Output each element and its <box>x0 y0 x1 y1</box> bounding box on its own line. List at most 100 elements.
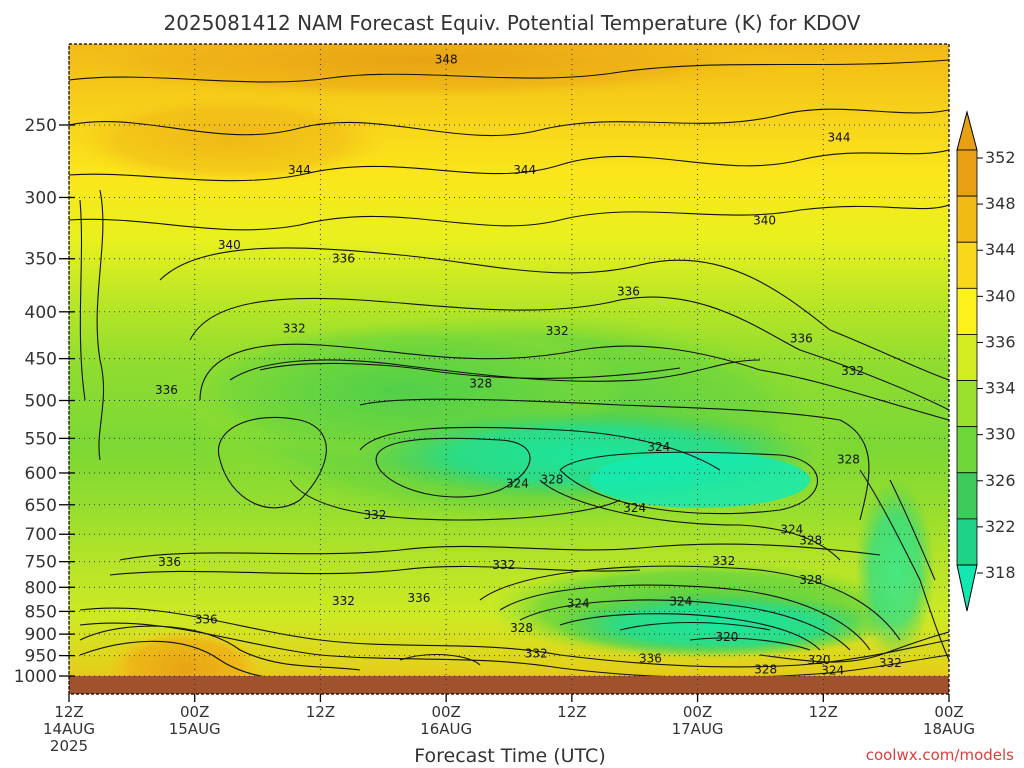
contour-label: 324 <box>567 596 590 610</box>
contour-label: 324 <box>506 476 529 490</box>
contour-label: 344 <box>513 163 536 177</box>
colorbar-segment <box>956 241 978 289</box>
contour-label: 332 <box>841 364 864 378</box>
contour-label: 336 <box>158 555 181 569</box>
x-tick-label: 2025 <box>50 737 88 755</box>
colorbar-segment <box>956 287 978 335</box>
field-teal-right <box>855 480 935 660</box>
contour-label: 324 <box>623 501 646 515</box>
y-tick-label: 1000 <box>14 667 57 687</box>
contour-lines <box>69 59 949 683</box>
colorbar-tick-label: 330 <box>985 425 1016 444</box>
colorbar: 352 348 344 340 336 334 330 326 322 318 <box>956 110 1016 612</box>
plot-frame <box>68 43 950 695</box>
contour-label: 336 <box>790 332 813 346</box>
field-teal-low <box>550 593 890 657</box>
colorbar-segment <box>956 149 978 197</box>
colorbar-tick-label: 322 <box>985 517 1016 536</box>
x-tick-label: 16AUG <box>420 720 472 738</box>
contour-label: 328 <box>799 573 822 587</box>
contour-label: 320 <box>715 630 738 644</box>
credit-text: coolwx.com/models <box>866 746 1014 764</box>
contour-label: 328 <box>754 663 777 677</box>
x-tick-label: 12Z <box>54 703 83 721</box>
colorbar-segment <box>956 380 978 428</box>
contour-label: 340 <box>218 238 241 252</box>
contour-label: 324 <box>647 440 670 454</box>
contour-label: 332 <box>332 594 355 608</box>
colorbar-arrow-top <box>956 110 978 151</box>
colorbar-segment <box>956 472 978 520</box>
contour-label: 336 <box>155 383 178 397</box>
contour-label: 336 <box>332 252 355 266</box>
contour-label: 328 <box>837 452 860 466</box>
field-upper-left-orange <box>70 95 390 185</box>
field-orange-low <box>105 628 265 694</box>
x-tick-label: 12Z <box>809 703 838 721</box>
colorbar-segment <box>956 195 978 243</box>
contour-label: 332 <box>363 508 386 522</box>
y-tick-label: 650 <box>25 496 57 516</box>
surface-band <box>69 676 949 694</box>
x-tick-label: 00Z <box>683 703 712 721</box>
contour-label: 328 <box>469 376 492 390</box>
contour-label: 320 <box>808 653 831 667</box>
y-tick-label: 950 <box>25 647 57 667</box>
x-tick-label: 12Z <box>306 703 335 721</box>
y-tick-label: 400 <box>25 303 57 323</box>
y-tick-label: 250 <box>25 116 57 136</box>
y-tick-label: 800 <box>25 578 57 598</box>
contour-label: 344 <box>828 131 851 145</box>
colorbar-segment <box>956 518 978 566</box>
contour-label: 332 <box>712 554 735 568</box>
y-tick-label: 750 <box>25 553 57 573</box>
colorbar-arrow-bottom <box>956 564 978 612</box>
colorbar-tick-label: 318 <box>985 563 1016 582</box>
x-tick-label: 00Z <box>431 703 460 721</box>
x-axis-label: Forecast Time (UTC) <box>414 745 605 767</box>
contour-label: 324 <box>669 594 692 608</box>
y-tick-label: 600 <box>25 464 57 484</box>
colorbar-tick-label: 336 <box>985 332 1016 351</box>
colorbar-tick-label: 352 <box>985 148 1016 167</box>
contour-label: 328 <box>799 533 822 547</box>
x-tick-label: 18AUG <box>923 720 975 738</box>
x-tick-label: 15AUG <box>169 720 221 738</box>
x-tick-label: 12Z <box>557 703 586 721</box>
colorbar-tick-label: 348 <box>985 194 1016 213</box>
y-tick-label: 850 <box>25 602 57 622</box>
x-tick-label: 00Z <box>934 703 963 721</box>
y-tick-label: 450 <box>25 350 57 370</box>
y-tick-label: 350 <box>25 250 57 270</box>
contour-label: 332 <box>283 321 306 335</box>
colorbar-segment <box>956 334 978 381</box>
x-tick-label: 14AUG <box>43 720 95 738</box>
contour-label: 332 <box>492 558 515 572</box>
y-tick-label: 300 <box>25 188 57 208</box>
field-teal-core <box>590 452 810 508</box>
contour-label: 324 <box>821 663 844 677</box>
contour-label: 328 <box>510 621 533 635</box>
contour-label: 336 <box>407 591 430 605</box>
x-tick-label: 00Z <box>180 703 209 721</box>
y-tick-label: 550 <box>25 429 57 449</box>
colorbar-tick-label: 344 <box>985 240 1016 259</box>
colorbar-segment <box>956 426 978 474</box>
contour-label: 344 <box>288 163 311 177</box>
y-tick-label: 500 <box>25 392 57 412</box>
y-tick-label: 900 <box>25 625 57 645</box>
contour-label: 332 <box>525 647 548 661</box>
contour-label: 328 <box>540 473 563 487</box>
contour-label: 332 <box>879 656 902 670</box>
contour-label: 324 <box>780 523 803 537</box>
contour-label: 336 <box>617 284 640 298</box>
x-tick-label: 17AUG <box>672 720 724 738</box>
colorbar-tick-label: 326 <box>985 471 1016 490</box>
chart-title: 2025081412 NAM Forecast Equiv. Potential… <box>164 11 861 35</box>
y-tick-label: 700 <box>25 525 57 545</box>
field-top-orange <box>69 44 800 100</box>
colorbar-tick-label: 340 <box>985 286 1016 305</box>
contour-label: 336 <box>195 612 218 626</box>
